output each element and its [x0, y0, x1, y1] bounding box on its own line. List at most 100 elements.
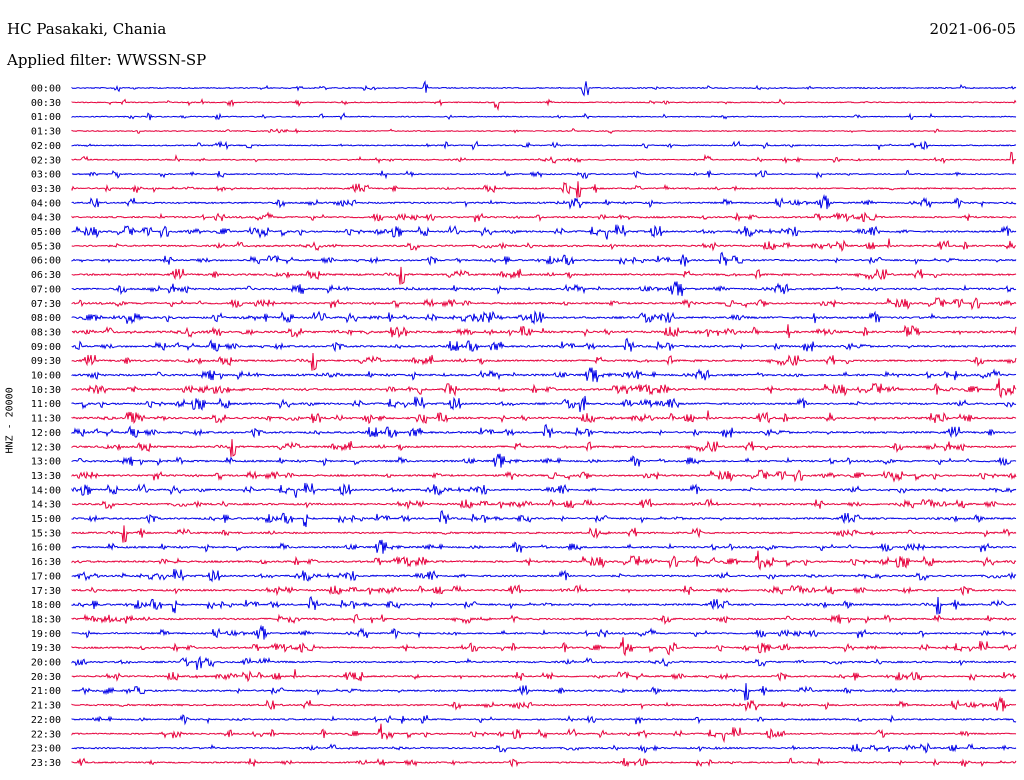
trace-line	[71, 742, 1017, 754]
row-time-label: 20:30	[31, 672, 61, 683]
trace-line	[71, 568, 1017, 583]
row-time-label: 10:00	[31, 371, 61, 382]
row-time-label: 22:30	[31, 729, 61, 740]
trace-line	[71, 669, 1017, 683]
row-time-label: 13:00	[31, 457, 61, 468]
trace-line	[71, 352, 1017, 371]
trace-line	[71, 613, 1017, 625]
trace-line	[71, 193, 1017, 210]
trace-line	[71, 757, 1017, 768]
trace-line	[71, 469, 1017, 483]
trace-line	[71, 251, 1017, 267]
trace-line	[71, 367, 1017, 383]
row-time-label: 06:00	[31, 256, 61, 267]
trace-line	[71, 723, 1017, 744]
trace-line	[71, 624, 1017, 640]
trace-line	[71, 238, 1017, 252]
row-time-label: 00:30	[31, 98, 61, 109]
row-time-label: 23:00	[31, 744, 61, 755]
trace-line	[71, 80, 1017, 97]
row-time-label: 23:30	[31, 758, 61, 769]
row-time-label: 12:00	[31, 428, 61, 439]
trace-line	[71, 151, 1017, 165]
trace-line	[71, 637, 1017, 657]
trace-line	[71, 324, 1017, 339]
trace-line	[71, 683, 1017, 701]
trace-line	[71, 525, 1017, 543]
row-time-label: 05:00	[31, 227, 61, 238]
row-time-label: 10:30	[31, 385, 61, 396]
trace-line	[71, 497, 1017, 510]
row-time-label: 21:00	[31, 686, 61, 697]
trace-line	[71, 310, 1017, 325]
trace-line	[71, 140, 1017, 151]
row-time-label: 07:00	[31, 284, 61, 295]
row-time-label: 16:30	[31, 557, 61, 568]
trace-line	[71, 169, 1017, 180]
trace-line	[71, 655, 1017, 670]
row-time-label: 13:30	[31, 471, 61, 482]
row-time-label: 19:00	[31, 629, 61, 640]
row-time-label: 14:30	[31, 500, 61, 511]
trace-line	[71, 266, 1017, 285]
trace-line	[71, 595, 1017, 615]
row-time-label: 14:00	[31, 485, 61, 496]
trace-line	[71, 423, 1016, 439]
row-time-label: 15:30	[31, 528, 61, 539]
row-time-label: 02:00	[31, 141, 61, 152]
row-time-label: 04:00	[31, 198, 61, 209]
date-label: 2021-06-05	[929, 20, 1016, 38]
row-time-label: 17:30	[31, 586, 61, 597]
trace-line	[71, 297, 1017, 311]
row-time-label: 18:30	[31, 614, 61, 625]
filter-label: Applied filter: WWSSN-SP	[7, 51, 207, 69]
row-time-label: 11:30	[31, 414, 61, 425]
trace-line	[71, 211, 1017, 223]
row-time-label: 07:30	[31, 299, 61, 310]
trace-line	[71, 337, 1017, 353]
row-time-label: 16:00	[31, 543, 61, 554]
row-time-label: 05:30	[31, 241, 61, 252]
trace-line	[71, 410, 1017, 425]
row-time-label: 19:30	[31, 643, 61, 654]
trace-line	[71, 539, 1017, 554]
row-time-label: 00:00	[31, 84, 61, 95]
trace-line	[71, 509, 1017, 528]
trace-line	[71, 378, 1017, 399]
trace-line	[71, 439, 1017, 457]
station-title: HC Pasakaki, Chania	[7, 20, 167, 38]
row-time-label: 01:00	[31, 112, 61, 123]
row-time-label: 20:00	[31, 658, 61, 669]
trace-line	[71, 453, 1017, 468]
trace-line	[71, 127, 1017, 135]
row-time-label: 12:30	[31, 442, 61, 453]
trace-line	[71, 224, 1017, 240]
row-time-label: 03:30	[31, 184, 61, 195]
row-time-label: 09:00	[31, 342, 61, 353]
row-time-label: 17:00	[31, 571, 61, 582]
trace-line	[71, 696, 1017, 712]
row-time-label: 08:00	[31, 313, 61, 324]
trace-line	[71, 97, 1017, 112]
trace-line	[71, 112, 1017, 121]
row-time-label: 11:00	[31, 399, 61, 410]
trace-line	[71, 181, 1017, 198]
trace-line	[71, 395, 1017, 413]
trace-line	[71, 550, 1017, 571]
trace-line	[71, 482, 1017, 498]
row-time-label: 06:30	[31, 270, 61, 281]
row-time-label: 18:00	[31, 600, 61, 611]
row-time-label: 09:30	[31, 356, 61, 367]
row-time-label: 03:00	[31, 170, 61, 181]
trace-line	[71, 714, 1017, 726]
row-time-label: 01:30	[31, 127, 61, 138]
row-time-label: 04:30	[31, 213, 61, 224]
row-time-label: 02:30	[31, 155, 61, 166]
row-time-label: 15:00	[31, 514, 61, 525]
row-time-label: 08:30	[31, 327, 61, 338]
row-time-label: 22:00	[31, 715, 61, 726]
trace-line	[71, 584, 1017, 597]
trace-line	[71, 281, 1017, 297]
row-time-label: 21:30	[31, 701, 61, 712]
